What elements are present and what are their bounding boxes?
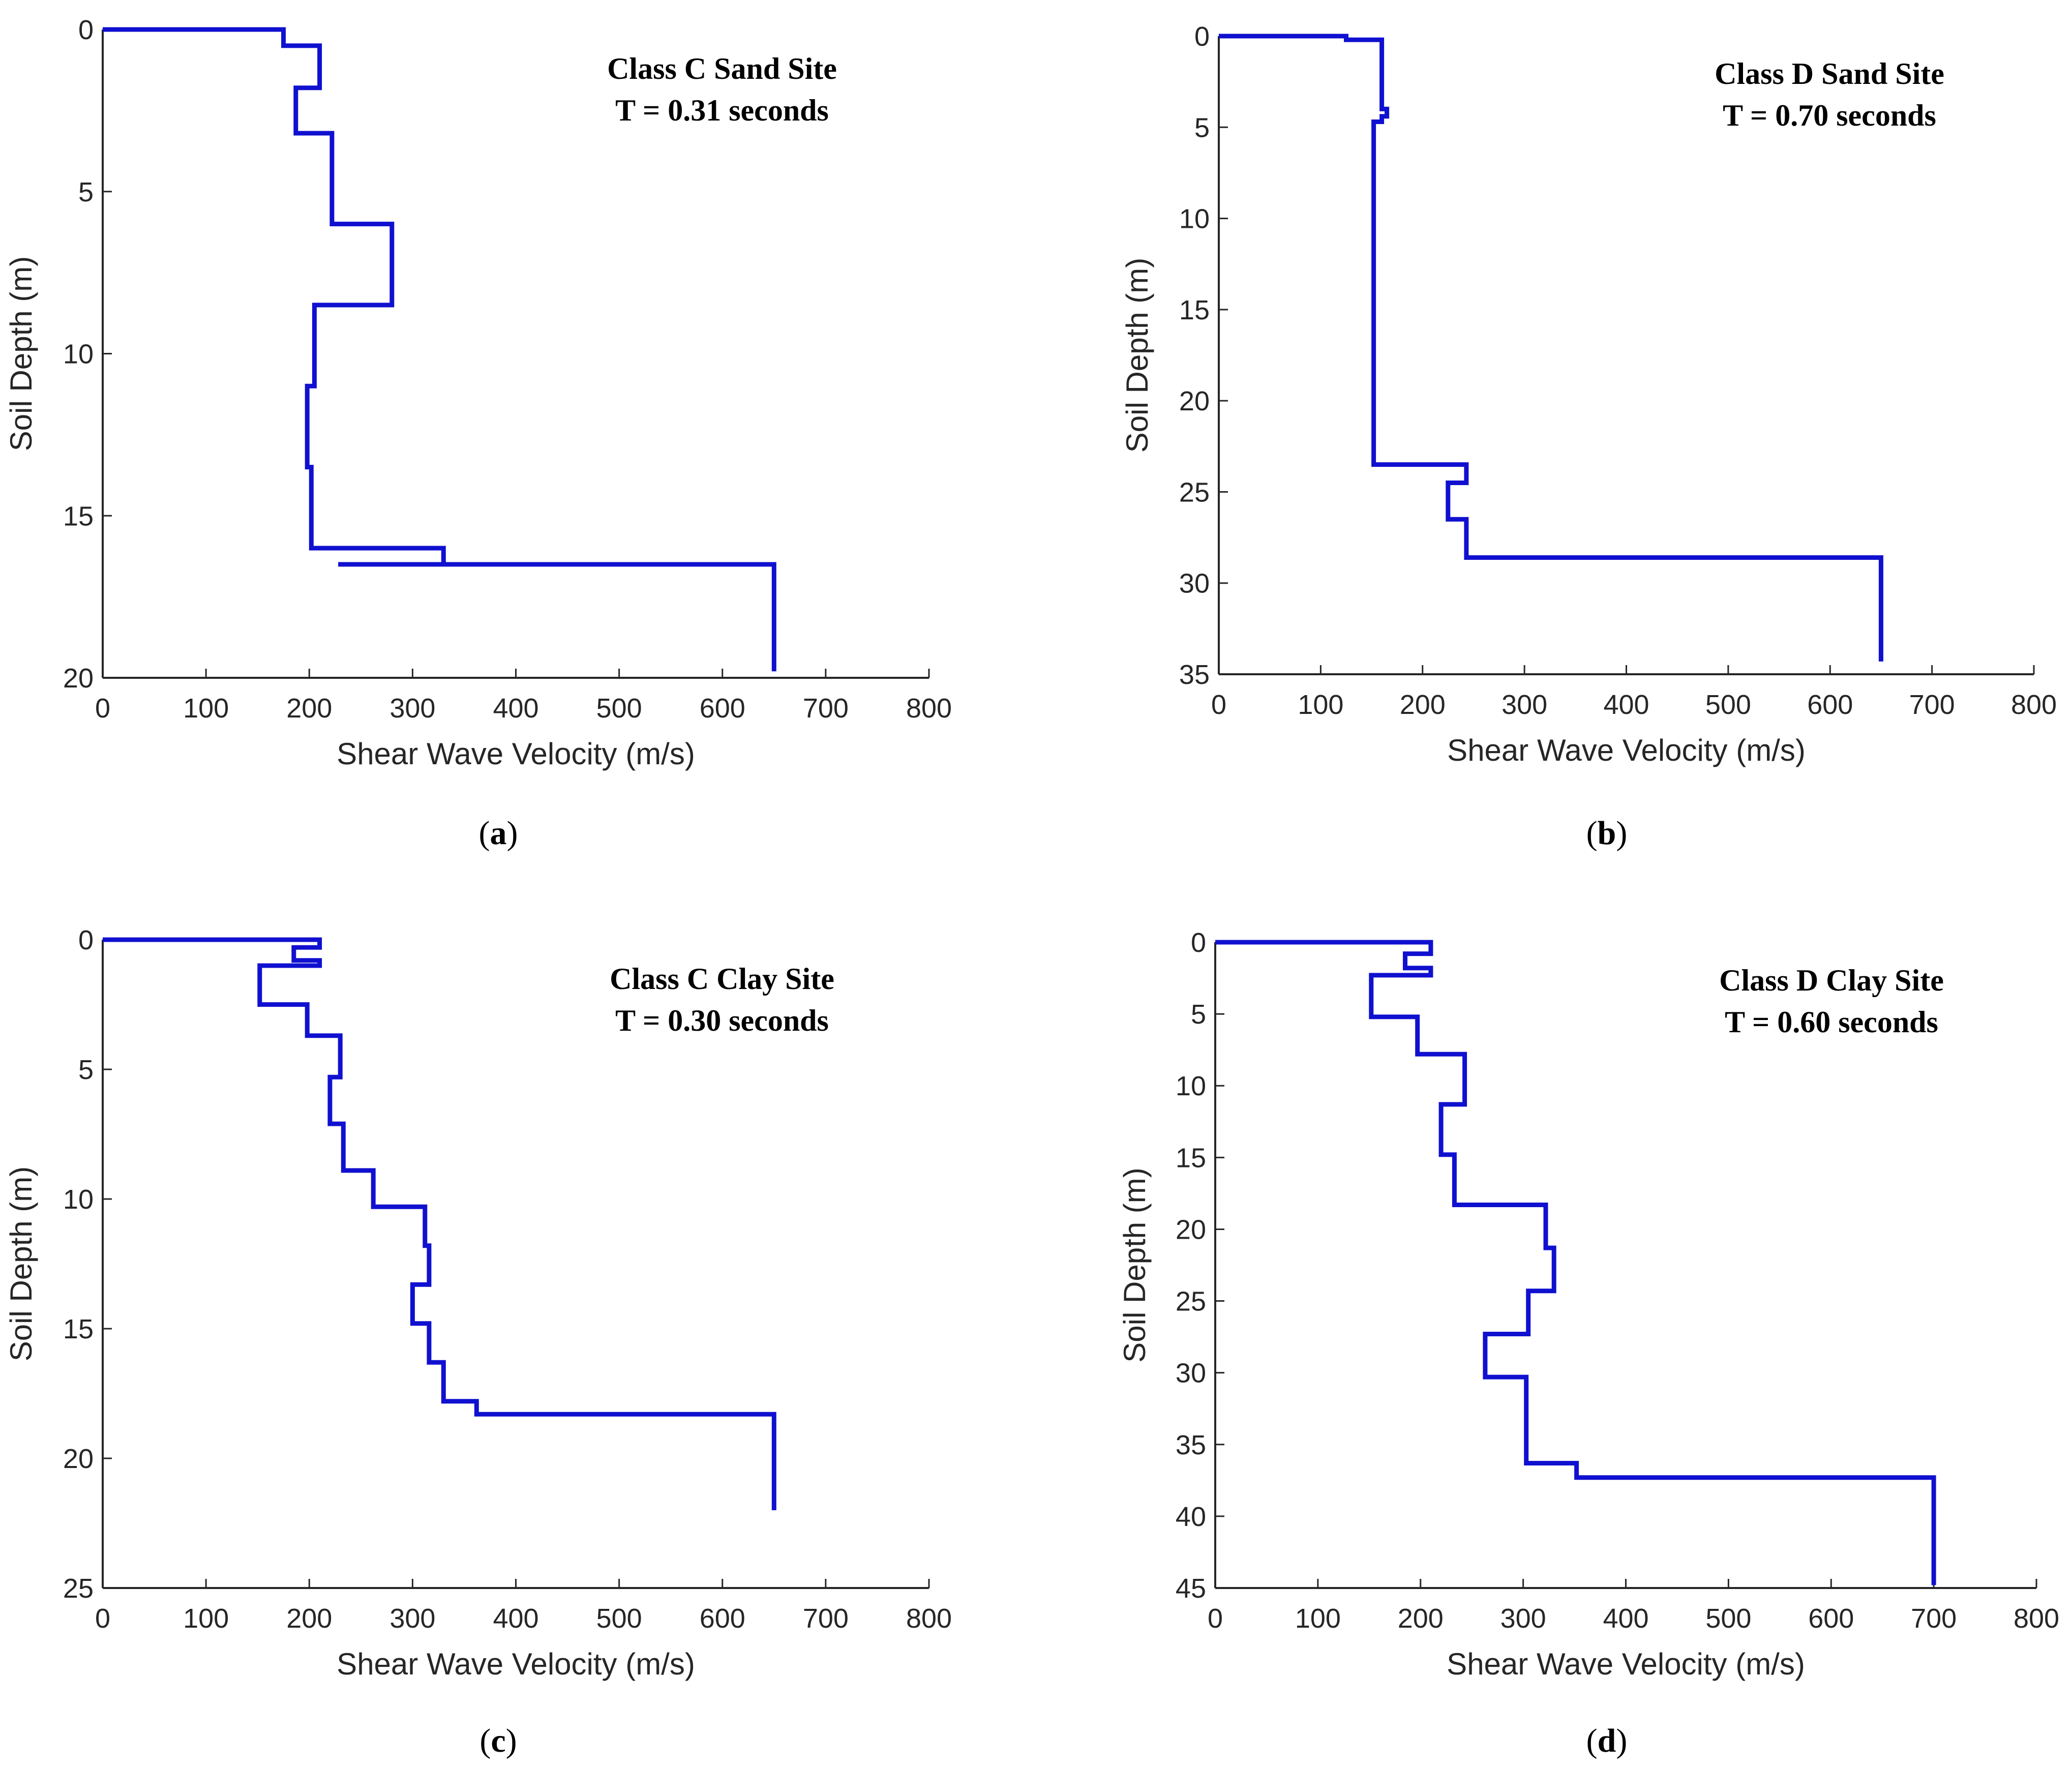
site-annotation-line: Class D Sand Site — [1715, 57, 1944, 91]
y-tick-label: 20 — [63, 1444, 94, 1474]
x-tick-label: 400 — [493, 1603, 538, 1634]
y-tick-label: 10 — [63, 1184, 94, 1215]
x-tick-label: 800 — [906, 693, 952, 724]
x-tick-label: 500 — [596, 693, 642, 724]
x-tick-label: 0 — [95, 1603, 110, 1634]
x-tick-label: 800 — [2014, 1603, 2059, 1634]
x-tick-label: 800 — [906, 1603, 952, 1634]
x-tick-label: 100 — [183, 1603, 229, 1634]
x-tick-label: 400 — [1603, 690, 1649, 720]
y-tick-label: 0 — [78, 15, 94, 45]
panel-caption: (a) — [479, 815, 518, 852]
panel-caption: (d) — [1586, 1722, 1628, 1759]
x-tick-label: 300 — [389, 1603, 435, 1634]
y-tick-label: 15 — [1179, 295, 1210, 325]
x-axis-label: Shear Wave Velocity (m/s) — [1447, 733, 1806, 767]
y-tick-label: 10 — [1179, 204, 1210, 234]
x-axis-label: Shear Wave Velocity (m/s) — [1447, 1647, 1805, 1681]
x-tick-label: 600 — [1807, 690, 1853, 720]
y-tick-label: 30 — [1176, 1358, 1206, 1389]
y-tick-label: 35 — [1179, 660, 1210, 690]
x-tick-label: 300 — [1502, 690, 1547, 720]
x-tick-label: 100 — [183, 693, 229, 724]
x-tick-label: 600 — [700, 693, 745, 724]
y-tick-label: 30 — [1179, 568, 1210, 599]
x-tick-label: 700 — [803, 693, 849, 724]
x-tick-label: 600 — [1808, 1603, 1854, 1634]
y-tick-label: 15 — [63, 501, 94, 531]
x-tick-label: 0 — [95, 693, 110, 724]
y-tick-label: 25 — [1179, 477, 1210, 507]
y-tick-label: 35 — [1176, 1430, 1206, 1460]
x-tick-label: 100 — [1295, 1603, 1341, 1634]
y-tick-label: 15 — [63, 1314, 94, 1344]
x-tick-label: 200 — [1400, 690, 1446, 720]
y-axis-label: Soil Depth (m) — [1120, 258, 1154, 453]
x-tick-label: 0 — [1208, 1603, 1223, 1634]
x-tick-label: 500 — [1705, 1603, 1751, 1634]
y-tick-label: 0 — [1191, 927, 1206, 958]
y-tick-label: 25 — [1176, 1286, 1206, 1317]
y-tick-label: 15 — [1176, 1143, 1206, 1173]
x-tick-label: 200 — [1398, 1603, 1444, 1634]
y-axis-label: Soil Depth (m) — [4, 256, 38, 451]
velocity-profile-line — [103, 27, 776, 672]
y-tick-label: 5 — [1191, 999, 1206, 1030]
y-tick-label: 20 — [63, 663, 94, 694]
x-tick-label: 100 — [1298, 690, 1343, 720]
chart-panel-b: 0 100 200 300 400 500 600 700 800 0 5 10 15 20 25 30 35 S… — [1120, 21, 2057, 852]
panel-caption: (c) — [479, 1722, 517, 1759]
x-tick-label: 400 — [493, 693, 538, 724]
y-tick-label: 0 — [78, 925, 94, 955]
y-tick-label: 20 — [1176, 1214, 1206, 1245]
velocity-profile-line — [1215, 940, 1936, 1585]
y-tick-label: 0 — [1194, 21, 1210, 52]
x-tick-label: 300 — [1500, 1603, 1546, 1634]
x-tick-label: 200 — [286, 693, 332, 724]
site-annotation-line: Class C Clay Site — [610, 962, 834, 996]
x-tick-label: 700 — [803, 1603, 849, 1634]
y-tick-label: 45 — [1176, 1573, 1206, 1604]
velocity-profile-line — [1219, 34, 1883, 662]
y-tick-label: 5 — [78, 177, 94, 207]
site-annotation-line: Class C Sand Site — [607, 52, 837, 85]
y-tick-label: 10 — [63, 339, 94, 370]
y-tick-label: 20 — [1179, 386, 1210, 416]
x-tick-label: 0 — [1211, 690, 1226, 720]
site-annotation-line: Class D Clay Site — [1719, 964, 1944, 997]
x-tick-label: 700 — [1911, 1603, 1957, 1634]
y-tick-label: 40 — [1176, 1502, 1206, 1532]
x-tick-label: 300 — [389, 693, 435, 724]
x-tick-label: 600 — [700, 1603, 745, 1634]
x-tick-label: 400 — [1603, 1603, 1648, 1634]
x-axis-label: Shear Wave Velocity (m/s) — [337, 737, 695, 771]
x-axis-label: Shear Wave Velocity (m/s) — [337, 1647, 695, 1681]
chart-panel-d: 0 100 200 300 400 500 600 700 800 0 5 10 15 20 25 30 35 4… — [1118, 927, 2059, 1759]
y-tick-label: 25 — [63, 1573, 94, 1604]
x-tick-label: 700 — [1909, 690, 1955, 720]
panel-caption: (b) — [1586, 815, 1628, 852]
y-tick-label: 5 — [78, 1055, 94, 1085]
y-tick-label: 10 — [1176, 1071, 1206, 1101]
x-tick-label: 800 — [2011, 690, 2057, 720]
site-annotation-line: T = 0.30 seconds — [615, 1004, 829, 1037]
velocity-profile-line — [103, 937, 776, 1510]
site-annotation-line: T = 0.70 seconds — [1723, 99, 1936, 132]
x-tick-label: 200 — [286, 1603, 332, 1634]
y-axis-label: Soil Depth (m) — [4, 1166, 38, 1361]
y-axis-label: Soil Depth (m) — [1118, 1167, 1152, 1362]
site-annotation-line: T = 0.60 seconds — [1725, 1005, 1938, 1039]
chart-panel-a: 0 100 200 300 400 500 600 700 800 0 5 10 15 20 Shear W… — [4, 15, 952, 852]
x-tick-label: 500 — [596, 1603, 642, 1634]
y-tick-label: 5 — [1194, 112, 1210, 143]
x-tick-label: 500 — [1705, 690, 1751, 720]
site-annotation-line: T = 0.31 seconds — [615, 94, 829, 127]
chart-panel-c: 0 100 200 300 400 500 600 700 800 0 5 10 15 20 25 Shear… — [4, 925, 952, 1759]
